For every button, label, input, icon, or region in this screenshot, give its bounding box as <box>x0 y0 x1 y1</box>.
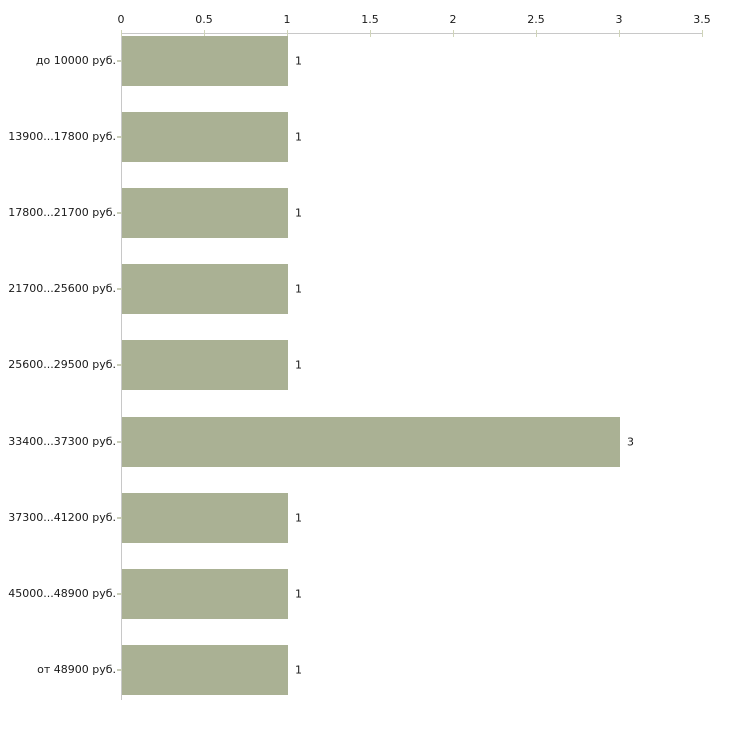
x-axis-tick <box>121 30 122 37</box>
plot-area <box>121 33 702 700</box>
x-axis-tick-label: 2.5 <box>527 13 545 26</box>
x-axis-tick-label: 0.5 <box>195 13 213 26</box>
x-axis-tick <box>619 30 620 37</box>
y-axis-tick <box>117 212 125 214</box>
category-label: 33400...37300 руб. <box>8 435 116 448</box>
x-axis-tick <box>287 30 288 37</box>
value-label: 1 <box>295 663 302 677</box>
value-label: 1 <box>295 54 302 68</box>
x-axis-tick-label: 3.5 <box>693 13 711 26</box>
bar <box>122 493 288 543</box>
x-axis-tick <box>453 30 454 37</box>
value-label: 1 <box>295 587 302 601</box>
y-axis-tick <box>117 60 125 62</box>
category-label: до 10000 руб. <box>35 54 116 67</box>
x-axis-tick-label: 1.5 <box>361 13 379 26</box>
value-label: 1 <box>295 358 302 372</box>
category-label: от 48900 руб. <box>37 663 116 676</box>
y-axis-tick <box>117 517 125 519</box>
bar <box>122 569 288 619</box>
bar <box>122 264 288 314</box>
category-label: 17800...21700 руб. <box>8 206 116 219</box>
x-axis-tick <box>536 30 537 37</box>
category-label: 13900...17800 руб. <box>8 130 116 143</box>
y-axis-tick <box>117 136 125 138</box>
y-axis-tick <box>117 364 125 366</box>
category-label: 45000...48900 руб. <box>8 587 116 600</box>
bar <box>122 645 288 695</box>
value-label: 3 <box>627 435 634 449</box>
value-label: 1 <box>295 511 302 525</box>
x-axis-tick-label: 2 <box>449 13 457 26</box>
x-axis-tick-label: 3 <box>615 13 623 26</box>
x-axis-tick <box>204 30 205 37</box>
value-label: 1 <box>295 282 302 296</box>
x-axis-tick <box>702 30 703 37</box>
value-label: 1 <box>295 130 302 144</box>
y-axis-tick <box>117 669 125 671</box>
bar <box>122 36 288 86</box>
x-axis-tick-label: 1 <box>283 13 291 26</box>
bar <box>122 188 288 238</box>
bar <box>122 340 288 390</box>
value-label: 1 <box>295 206 302 220</box>
bar <box>122 417 620 467</box>
x-axis-tick <box>370 30 371 37</box>
category-label: 25600...29500 руб. <box>8 358 116 371</box>
category-label: 37300...41200 руб. <box>8 511 116 524</box>
bar <box>122 112 288 162</box>
x-axis-tick-label: 0 <box>117 13 125 26</box>
y-axis-tick <box>117 441 125 443</box>
y-axis-tick <box>117 593 125 595</box>
y-axis-tick <box>117 288 125 290</box>
category-label: 21700...25600 руб. <box>8 282 116 295</box>
